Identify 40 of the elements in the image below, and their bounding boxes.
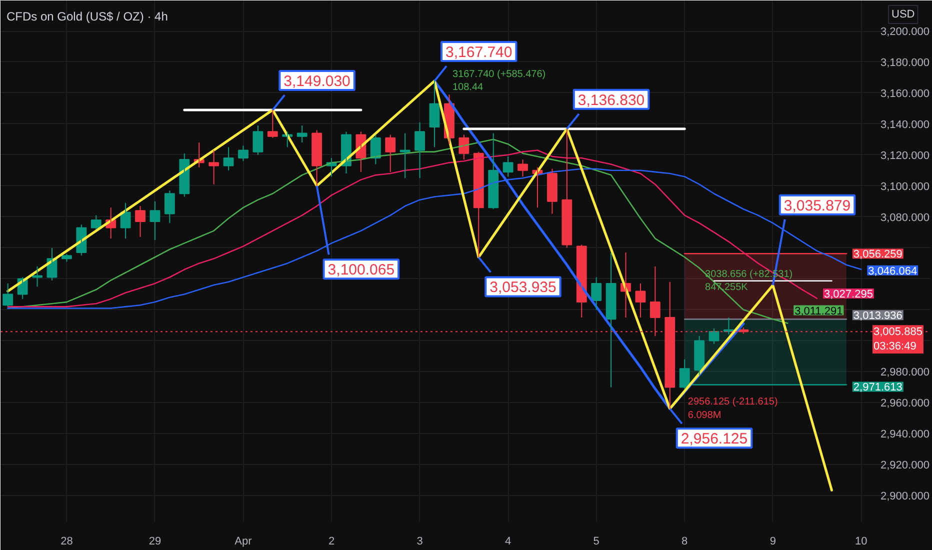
data-label: 3,011.291	[794, 305, 843, 318]
data-label: 3,053.935	[490, 279, 556, 296]
data-label: 2,956.125	[680, 430, 748, 448]
text: CFDs on Gold (US$ / OZ) · 4h	[6, 9, 168, 24]
data-label: 3,167.740	[446, 44, 512, 62]
data-label: 3167.740 (+585.476) 108.44	[452, 68, 546, 94]
data-label: 3,013.936	[853, 310, 902, 322]
x-tick-label: 10	[855, 536, 868, 548]
data-label: 3,027.295	[824, 288, 873, 300]
y-tick-label: 2,940.000	[880, 428, 930, 441]
x-tick-label: Apr	[234, 536, 252, 548]
y-tick-label: 3,160.000	[880, 88, 930, 100]
y-tick-label: 2,980.000	[880, 366, 930, 379]
data-label: 3,056.259	[853, 248, 902, 261]
x-tick-label: 29	[148, 536, 162, 548]
x-tick-label: 2	[328, 536, 335, 548]
y-tick-label: 2,900.000	[880, 490, 930, 503]
y-tick-label: 3,180.000	[880, 56, 930, 69]
x-tick-label: 5	[593, 536, 600, 548]
x-tick-label: 28	[60, 536, 73, 548]
y-tick-label: 2,960.000	[880, 398, 930, 410]
x-tick-label: 9	[770, 536, 776, 548]
data-label: 3,100.065	[328, 262, 395, 279]
y-tick-label: 3,200.000	[880, 26, 930, 38]
y-tick-label: 3,080.000	[880, 212, 930, 224]
x-tick-label: 3	[416, 536, 423, 548]
x-tick-label: 8	[682, 536, 688, 548]
data-label: 2956.125 (-211.615) 6.098M	[688, 396, 778, 421]
y-tick-label: 3,120.000	[880, 150, 930, 162]
y-tick-label: 3,100.000	[880, 180, 930, 193]
ref-line-label: 3,005.885 03:36:49	[874, 326, 922, 353]
data-label: 3,136.830	[578, 92, 645, 109]
y-tick-label: 3,140.000	[880, 118, 930, 131]
data-label: 3,046.064	[868, 265, 918, 278]
y-tick-label: 2,920.000	[880, 460, 930, 472]
y-axis-title: USD	[892, 8, 915, 20]
data-label: 2,971.613	[853, 382, 902, 394]
data-label: 3,149.030	[284, 72, 350, 90]
x-tick-label: 4	[505, 536, 512, 548]
data-label: 3,035.879	[784, 197, 851, 214]
